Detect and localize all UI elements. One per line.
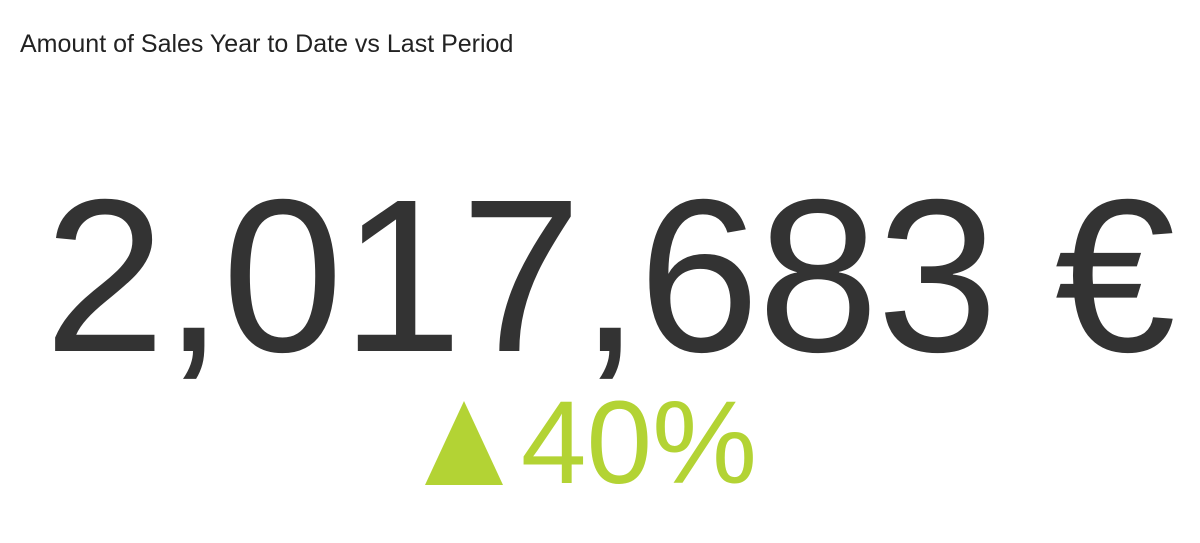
kpi-change: 40% xyxy=(0,384,1200,502)
triangle-up-icon xyxy=(423,397,505,493)
triangle-up-shape xyxy=(424,401,503,485)
kpi-value: 2,017,683 € xyxy=(44,155,1176,398)
widget-title: Amount of Sales Year to Date vs Last Per… xyxy=(20,30,514,58)
kpi-change-percent: 40% xyxy=(520,377,758,509)
